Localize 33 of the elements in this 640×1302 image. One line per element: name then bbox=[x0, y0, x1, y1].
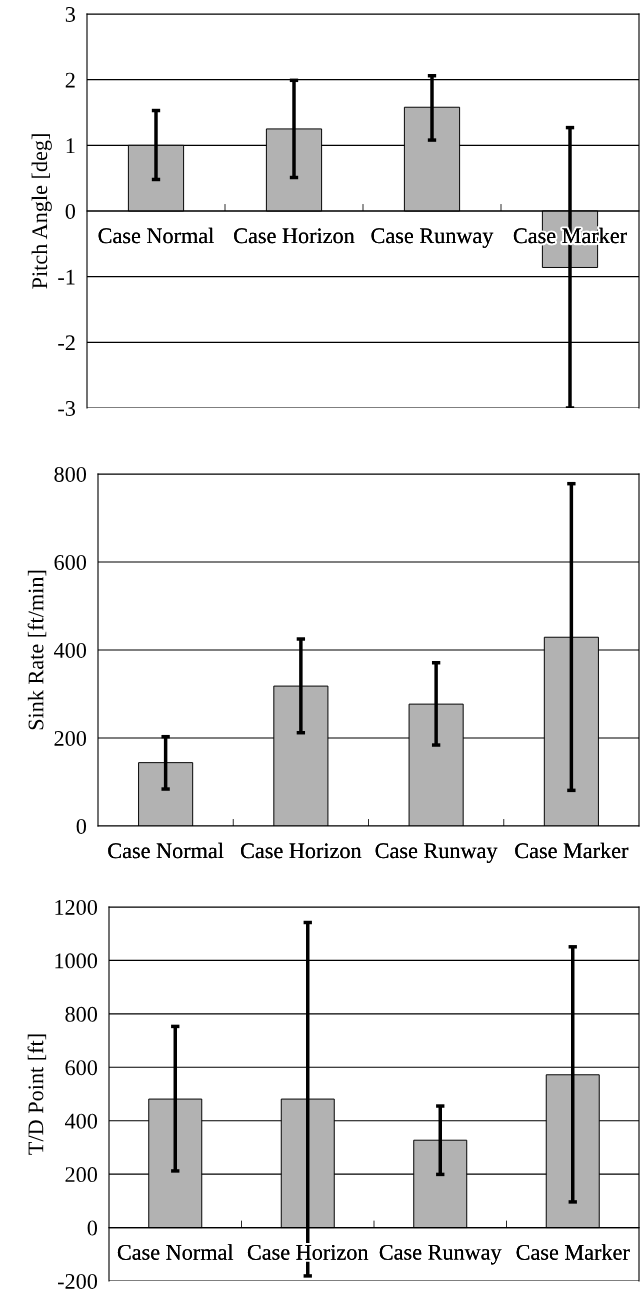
x-tick-label: Case Runway bbox=[379, 1244, 502, 1265]
y-tick-label: 400 bbox=[53, 642, 87, 658]
y-tick-label: 3 bbox=[65, 6, 76, 22]
y-tick-label: 1000 bbox=[55, 953, 98, 969]
x-tick-label: Case Normal bbox=[117, 1244, 234, 1260]
x-tick-label: Case Runway bbox=[371, 228, 494, 248]
y-tick-label: 1 bbox=[66, 138, 75, 154]
y-axis-title: Sink Rate [ft/min] bbox=[27, 570, 47, 730]
y-tick-label: 400 bbox=[64, 1113, 98, 1129]
y-tick-label: 600 bbox=[54, 554, 87, 570]
x-tick-label: Case Normal bbox=[98, 227, 214, 244]
y-axis-title: Pitch Angle [deg] bbox=[31, 134, 52, 289]
x-tick-label: Case Horizon bbox=[234, 228, 355, 244]
x-tick-label: Case Runway bbox=[375, 843, 498, 863]
y-tick-label: -3 bbox=[58, 400, 76, 416]
y-axis-title: T/D Point [ft] bbox=[27, 1034, 47, 1155]
y-tick-label: 800 bbox=[65, 1006, 98, 1022]
y-tick-label: -1 bbox=[58, 269, 75, 285]
y-tick-label: 2 bbox=[65, 72, 75, 88]
x-tick-label: Case Marker bbox=[516, 1244, 630, 1260]
y-tick-label: 0 bbox=[87, 1220, 98, 1236]
x-tick-label: Case Marker bbox=[515, 842, 629, 859]
x-tick-label: Case Horizon bbox=[241, 843, 362, 859]
y-tick-label: -200 bbox=[57, 1273, 98, 1289]
y-tick-label: 0 bbox=[65, 203, 76, 219]
y-tick-label: -2 bbox=[58, 335, 75, 351]
y-tick-label: 0 bbox=[76, 818, 87, 834]
y-tick-label: 200 bbox=[65, 1167, 98, 1183]
y-tick-label: 600 bbox=[65, 1060, 98, 1076]
y-tick-label: 800 bbox=[54, 466, 87, 482]
y-tick-label: 1200 bbox=[55, 899, 98, 915]
y-tick-label: 200 bbox=[54, 730, 87, 746]
x-tick-label: Case Normal bbox=[108, 842, 224, 859]
